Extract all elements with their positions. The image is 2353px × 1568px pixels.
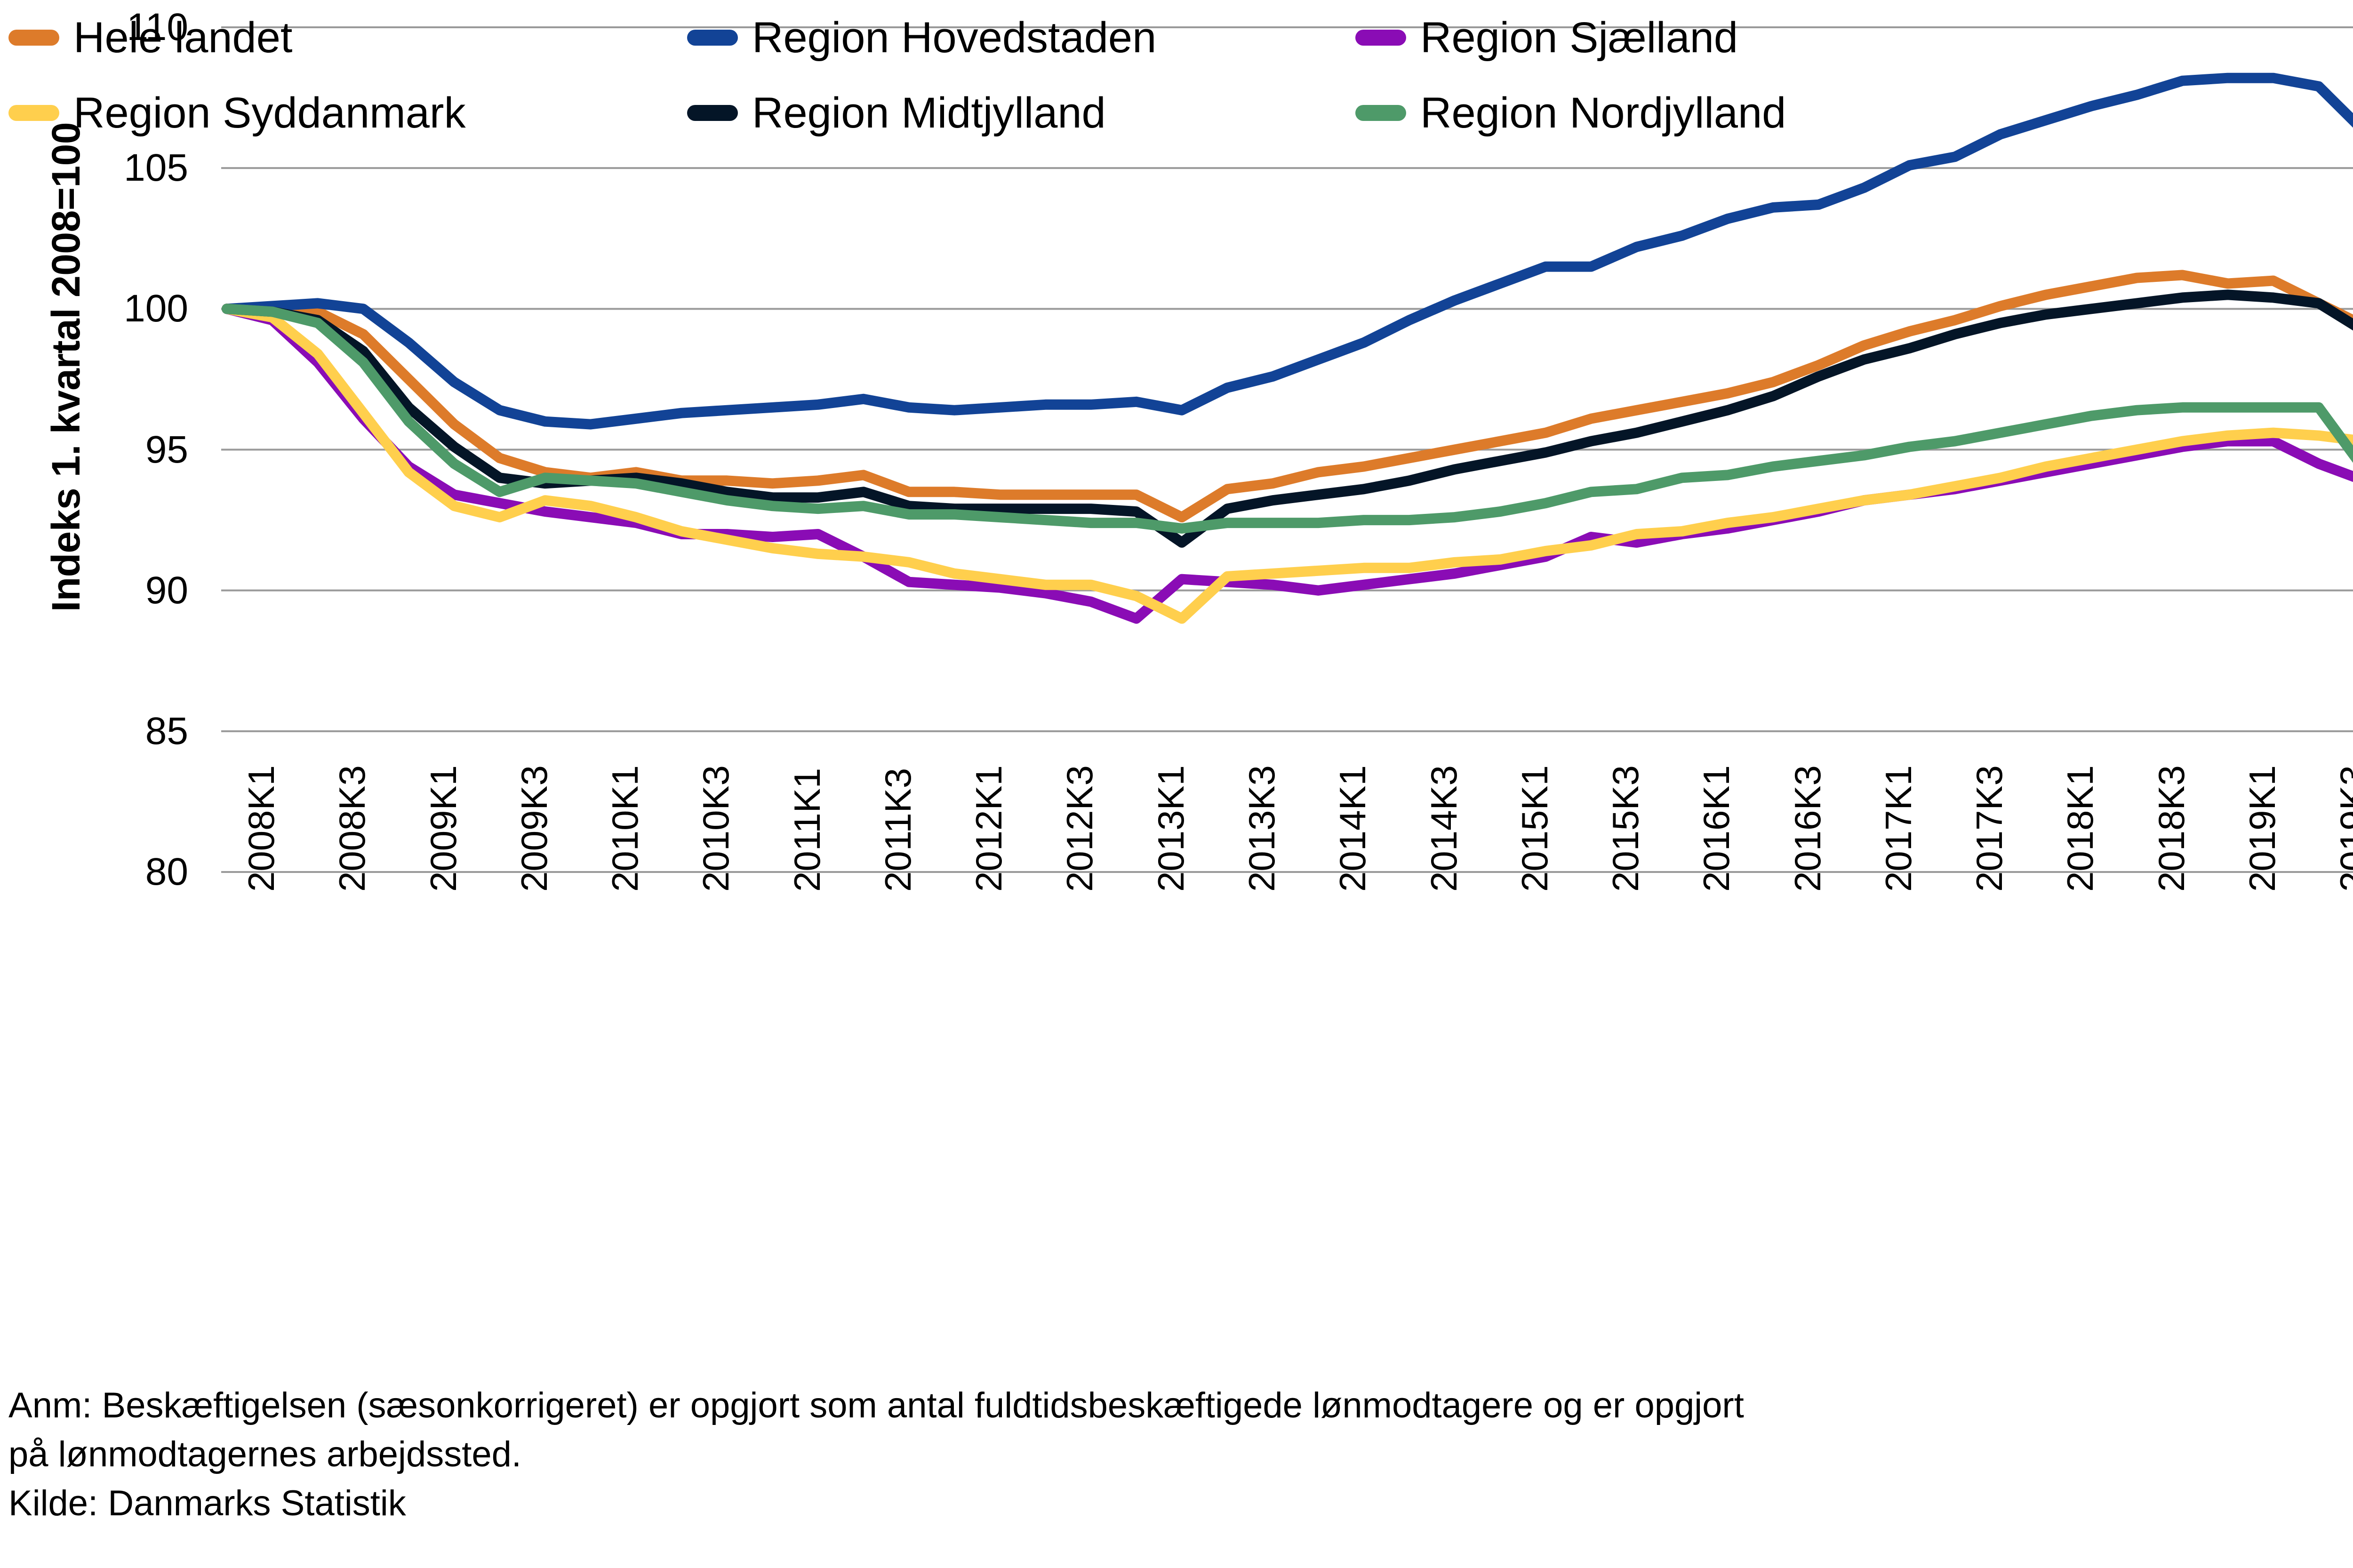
y-tick-label: 90: [145, 568, 188, 612]
note-anm-line-1: Anm: Beskæftigelsen (sæsonkorrigeret) er…: [8, 1385, 1744, 1425]
y-tick-label: 95: [145, 428, 188, 471]
legend-label: Region Syddanmark: [73, 89, 466, 137]
plot-area: [221, 0, 2353, 894]
x-tick-label: 2017K3: [1969, 765, 2010, 892]
series-line-region-nordjylland: [222, 304, 2353, 534]
x-tick-label: 2010K3: [695, 765, 737, 892]
x-tick-label: 2013K3: [1241, 765, 1282, 892]
legend-label: Region Hovedstaden: [752, 14, 1157, 62]
x-tick-label: 2010K1: [604, 765, 646, 892]
legend-row-1: Hele landet Region Hovedstaden Region Sj…: [0, 0, 2353, 75]
x-tick-label: 2014K3: [1423, 765, 1465, 892]
note-source: Kilde: Danmarks Statistik: [8, 1483, 406, 1523]
series-canvas: [221, 26, 2353, 873]
legend-item-region-midtjylland[interactable]: Region Midtjylland: [687, 89, 1355, 136]
note-anm-line-2: på lønmodtagernes arbejdssted.: [8, 1434, 521, 1474]
x-tick-label: 2011K1: [786, 768, 828, 892]
x-tick-label: 2008K1: [240, 765, 282, 892]
x-tick-label: 2019K3: [2332, 765, 2353, 892]
x-tick-label: 2016K1: [1696, 765, 1737, 892]
y-tick-label: 110: [127, 6, 188, 48]
y-tick-label: 80: [145, 850, 188, 893]
y-tick-label: 85: [145, 709, 188, 752]
legend-label: Region Midtjylland: [752, 89, 1106, 137]
legend-item-region-sjaelland[interactable]: Region Sjælland: [1355, 14, 2061, 61]
x-tick-label: 2009K3: [513, 765, 555, 892]
x-tick-label: 2013K1: [1150, 765, 1192, 892]
chart-footnotes: Anm: Beskæftigelsen (sæsonkorrigeret) er…: [8, 1381, 2353, 1528]
x-tick-label: 2012K3: [1059, 765, 1101, 892]
legend-swatch-line-icon: [1355, 105, 1406, 121]
legend-swatch-line-icon: [8, 30, 59, 46]
legend-swatch-line-icon: [687, 105, 738, 121]
y-tick-label: 105: [124, 146, 188, 190]
legend-label: Region Sjælland: [1420, 14, 1738, 62]
legend-swatch-line-icon: [687, 30, 738, 46]
legend-label: Region Nordjylland: [1420, 89, 1786, 137]
x-tick-label: 2009K1: [422, 765, 464, 892]
series-line-region-syddanmark: [222, 304, 2353, 624]
x-tick-label: 2019K1: [2241, 765, 2283, 892]
x-tick-label: 2017K1: [1877, 765, 1919, 892]
x-tick-label: 2016K3: [1786, 765, 1828, 892]
legend-row-2: Region Syddanmark Region Midtjylland Reg…: [0, 75, 2353, 151]
x-tick-label: 2011K3: [877, 768, 919, 892]
legend-label: Hele landet: [73, 14, 293, 62]
x-tick-label: 2018K1: [2059, 765, 2101, 892]
legend-item-hele-landet[interactable]: Hele landet: [0, 14, 687, 61]
legend-swatch-line-icon: [8, 105, 59, 121]
legend-swatch-line-icon: [1355, 30, 1406, 46]
x-tick-label: 2008K3: [331, 765, 373, 892]
x-tick-label: 2014K1: [1332, 765, 1374, 892]
legend-item-region-syddanmark[interactable]: Region Syddanmark: [0, 89, 687, 136]
series-line-region-sj-lland: [222, 304, 2353, 624]
y-tick-label: 100: [124, 287, 188, 330]
legend-item-region-hovedstaden[interactable]: Region Hovedstaden: [687, 14, 1355, 61]
series-line-region-hovedstaden: [222, 72, 2353, 430]
legend-item-region-nordjylland[interactable]: Region Nordjylland: [1355, 89, 2061, 136]
x-tick-label: 2015K3: [1605, 765, 1647, 892]
chart-legend: Hele landet Region Hovedstaden Region Sj…: [0, 0, 2353, 151]
x-tick-label: 2018K3: [2150, 765, 2192, 892]
x-tick-label: 2012K1: [968, 765, 1010, 892]
chart-area: Indeks 1. kvartal 2008=100 110 105 100 95 90…: [44, 0, 2353, 894]
x-tick-label: 2015K1: [1513, 765, 1555, 892]
